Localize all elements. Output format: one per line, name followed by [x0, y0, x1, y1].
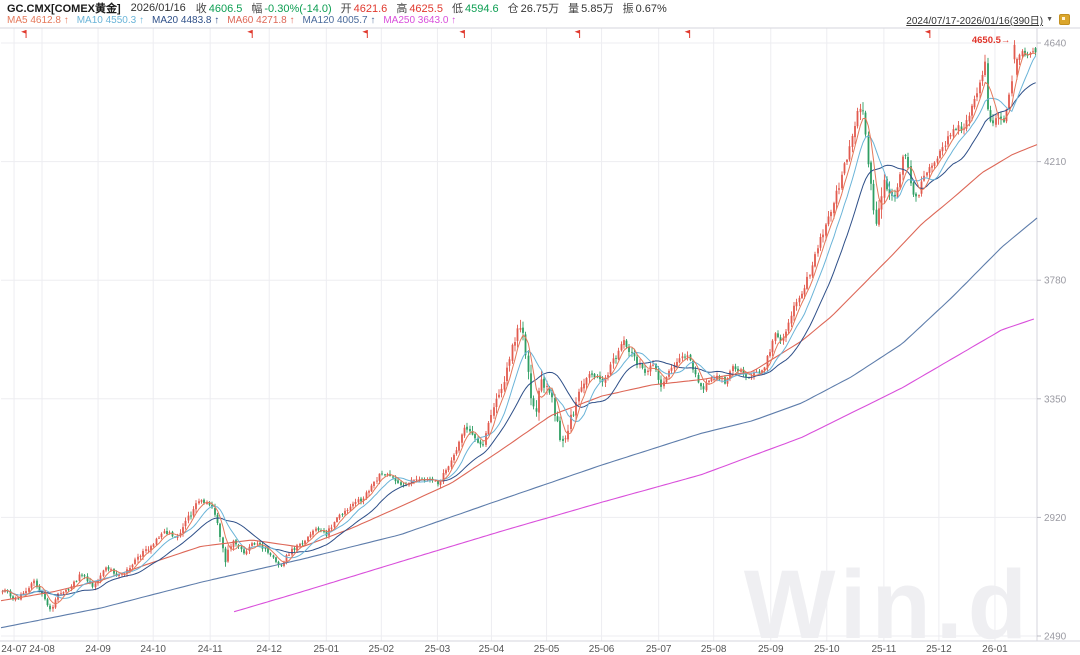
- svg-text:24-07: 24-07: [1, 644, 27, 655]
- svg-text:25-07: 25-07: [646, 644, 672, 655]
- ma-legend-item-ma120: MA120 4005.7 ↑: [302, 15, 376, 26]
- svg-text:25-05: 25-05: [534, 644, 560, 655]
- svg-text:24-10: 24-10: [140, 644, 166, 655]
- date-range-label[interactable]: 2024/07/17-2026/01/16(390日): [906, 16, 1044, 27]
- quote-header: GC.CMX[COMEX黄金] 2026/01/16 收 4606.5 幅 -0.30…: [7, 0, 676, 16]
- svg-text:25-01: 25-01: [314, 644, 340, 655]
- down-candle-wicks: [7, 47, 1036, 612]
- svg-text:2490: 2490: [1044, 632, 1067, 643]
- svg-text:3350: 3350: [1044, 394, 1067, 405]
- quote-stat-low: 低 4594.6: [451, 2, 499, 15]
- svg-text:4210: 4210: [1044, 157, 1067, 168]
- svg-text:24-08: 24-08: [29, 644, 55, 655]
- svg-text:24-11: 24-11: [198, 644, 223, 655]
- svg-text:25-06: 25-06: [589, 644, 615, 655]
- ma60-line: [0, 144, 1038, 602]
- svg-text:4640: 4640: [1044, 39, 1067, 50]
- y-axis-labels: 4640 4210 3780 3350 2920 2490: [1037, 39, 1067, 643]
- svg-text:25-08: 25-08: [701, 644, 727, 655]
- ma-legend-item-ma10: MA10 4550.3 ↑: [76, 15, 144, 26]
- svg-text:26-01: 26-01: [982, 644, 1008, 655]
- quote-stat-open-interest: 仓 26.75万: [507, 2, 560, 15]
- event-flag-icons[interactable]: [21, 30, 931, 38]
- date-range-control[interactable]: 2024/07/17-2026/01/16(390日) ▼: [906, 12, 1070, 27]
- ma120-line: [0, 217, 1038, 629]
- quote-date: 2026/01/16: [130, 1, 186, 14]
- quote-stat-high: 高 4625.5: [396, 2, 443, 15]
- svg-text:25-09: 25-09: [758, 644, 784, 655]
- period-high-label: 4650.5→: [972, 35, 1011, 46]
- x-axis-labels: 24-07 24-08 24-09 24-10 24-11 24-12 25-01 25-02…: [1, 644, 1008, 655]
- ma-legend-item-ma250: MA250 3643.0 ↑: [383, 15, 457, 26]
- svg-text:25-02: 25-02: [369, 644, 395, 655]
- ma250-line: [233, 318, 1035, 613]
- svg-text:25-12: 25-12: [926, 644, 952, 655]
- quote-stat-volume: 量 5.85万: [568, 2, 614, 15]
- ma-legend: MA5 4612.8 ↑ MA10 4550.3 ↑ MA20 4483.8 ↑ MA…: [7, 14, 464, 27]
- quote-stats: 收 4606.5 幅 -0.30%(-14.0) 开 4621.6 高 4625.5 低 4594…: [196, 0, 676, 16]
- ma-legend-item-ma60: MA60 4271.8 ↑: [227, 15, 295, 26]
- ma5-line: [2, 52, 1036, 605]
- quote-stat-open: 开 4621.6: [340, 2, 388, 15]
- svg-text:25-10: 25-10: [814, 644, 840, 655]
- svg-text:25-03: 25-03: [425, 644, 451, 655]
- svg-text:2920: 2920: [1044, 513, 1067, 524]
- svg-text:24-09: 24-09: [85, 644, 111, 655]
- wind-watermark: Win.d: [744, 550, 1032, 655]
- svg-text:24-12: 24-12: [256, 644, 282, 655]
- chevron-down-icon[interactable]: ▼: [1046, 16, 1053, 23]
- svg-text:25-04: 25-04: [479, 644, 505, 655]
- ma-legend-item-ma5: MA5 4612.8 ↑: [7, 15, 69, 26]
- calendar-icon[interactable]: [1059, 14, 1070, 25]
- ma20-line: [2, 82, 1036, 596]
- svg-text:25-11: 25-11: [871, 644, 896, 655]
- svg-text:3780: 3780: [1044, 276, 1067, 287]
- quote-stat-change: 幅 -0.30%(-14.0): [251, 2, 332, 15]
- quote-stat-close: 收 4606.5: [195, 2, 243, 15]
- ma10-line: [2, 55, 1037, 599]
- instrument-symbol: GC.CMX[COMEX黄金]: [7, 2, 121, 15]
- quote-stat-amplitude: 振 0.67%: [622, 2, 667, 15]
- ma-legend-item-ma20: MA20 4483.8 ↑: [151, 15, 220, 26]
